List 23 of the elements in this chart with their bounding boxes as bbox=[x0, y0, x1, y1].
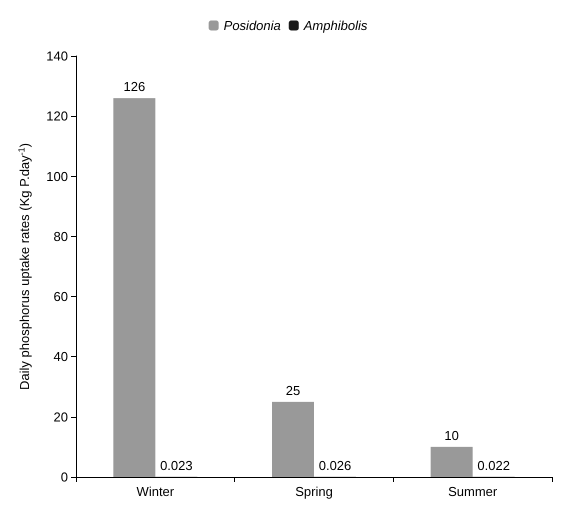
data-label: 0.022 bbox=[477, 458, 510, 473]
bar bbox=[430, 446, 473, 477]
y-tick-label: 40 bbox=[54, 349, 68, 364]
legend-label: Amphibolis bbox=[302, 18, 368, 33]
y-tick-label: 80 bbox=[54, 228, 68, 244]
bar bbox=[272, 402, 314, 477]
x-tick-label: Summer bbox=[448, 484, 498, 499]
y-tick-label: 140 bbox=[46, 48, 68, 64]
data-label: 126 bbox=[123, 79, 146, 94]
legend-label: Posidonia bbox=[224, 18, 281, 33]
data-label: 0.026 bbox=[318, 458, 352, 473]
y-tick-label: 120 bbox=[46, 108, 68, 124]
bar bbox=[113, 98, 156, 477]
data-label: 10 bbox=[444, 428, 459, 443]
data-label: 0.023 bbox=[160, 458, 193, 473]
data-label: 25 bbox=[286, 382, 300, 398]
y-tick-label: 20 bbox=[54, 409, 68, 424]
y-tick-label: 60 bbox=[54, 289, 68, 304]
y-axis-title: Daily phosphorus uptake rates (Kg P.day-1) bbox=[16, 143, 32, 390]
y-tick-label: 0 bbox=[60, 470, 68, 484]
x-tick-label: Spring bbox=[295, 484, 333, 499]
y-tick-label: 100 bbox=[46, 168, 68, 184]
x-tick-label: Winter bbox=[136, 484, 175, 499]
